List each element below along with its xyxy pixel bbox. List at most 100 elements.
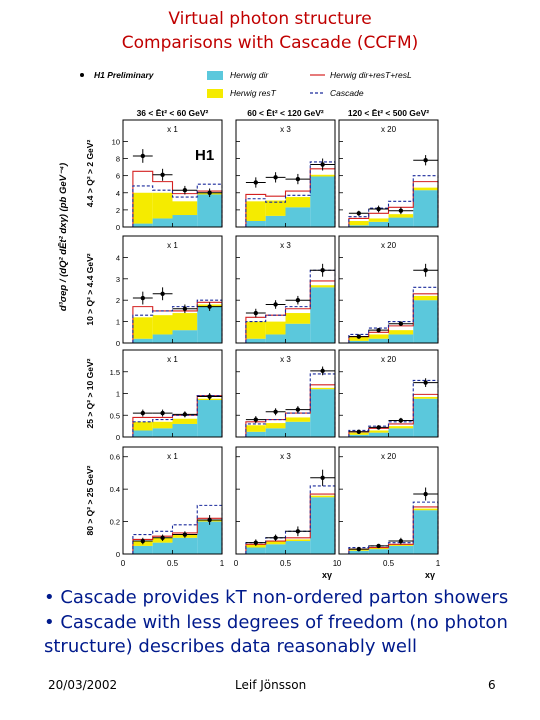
bar-herwig-dir (132, 223, 153, 227)
bar-herwig-rest (368, 547, 389, 550)
bar-herwig-dir (152, 542, 173, 554)
row-label-q2-bin: 80 > Q² > 25 GeV² (85, 465, 95, 535)
data-point (160, 535, 165, 540)
column-header-et2-bin: 36 < Ēt² < 60 GeV² (137, 108, 209, 118)
bar-herwig-dir (368, 549, 389, 554)
bar-herwig-rest (172, 313, 198, 331)
bar-herwig-rest (245, 425, 266, 432)
data-point (207, 304, 212, 309)
bar-herwig-rest (388, 544, 414, 546)
data-point (273, 302, 278, 307)
y-tick-label: 6 (116, 172, 120, 181)
bar-herwig-dir (245, 431, 266, 437)
bar-herwig-rest (285, 539, 311, 542)
y-tick-label: 1 (116, 390, 120, 399)
bar-herwig-dir (310, 287, 335, 343)
bar-herwig-dir (388, 545, 414, 554)
y-tick-label: 0 (116, 433, 120, 442)
panel-q2-0-et2-2: x 20 (338, 119, 439, 228)
line-cascade (245, 269, 336, 343)
line-cascade (132, 504, 223, 554)
y-tick-label: 0.6 (110, 453, 120, 462)
bar-herwig-rest (310, 495, 335, 498)
data-point (253, 310, 258, 316)
bar-herwig-dir (132, 545, 153, 554)
bar-herwig-rest (413, 295, 438, 301)
bar-herwig-rest (388, 214, 414, 218)
bar-herwig-dir (197, 194, 222, 227)
data-point (140, 410, 145, 416)
y-tick-label: 2 (116, 206, 120, 215)
data-point (356, 546, 361, 552)
y-tick-label: 0.5 (110, 411, 120, 420)
y-tick-label: 0 (116, 550, 120, 559)
column-header-et2-bin: 60 < Ēt² < 120 GeV² (247, 108, 324, 118)
bar-herwig-dir (245, 547, 266, 554)
x-tick-label: 0.5 (280, 559, 292, 568)
bar-herwig-rest (413, 187, 438, 191)
bar-herwig-rest (368, 430, 389, 433)
bar-herwig-dir (265, 334, 286, 343)
bar-herwig-dir (413, 510, 438, 554)
bar-herwig-rest (172, 201, 198, 216)
data-point (207, 190, 212, 195)
footer-author: Leif Jönsson (235, 678, 307, 692)
x-tick-label: 1 (436, 559, 441, 568)
y-tick-label: 2 (116, 296, 120, 305)
bar-herwig-dir (348, 550, 369, 554)
data-point (398, 418, 404, 423)
bar-herwig-dir (172, 330, 198, 343)
bar-herwig-dir (172, 537, 198, 554)
data-point (273, 535, 278, 540)
y-tick-label: 4 (116, 189, 120, 198)
y-tick-label: 1.5 (110, 368, 120, 377)
panel-scale-factor: x 1 (167, 125, 178, 134)
bar-herwig-rest (310, 174, 335, 177)
x-tick-label: 0.5 (167, 559, 179, 568)
bar-herwig-rest (348, 221, 369, 226)
data-point (320, 268, 325, 273)
data-point (356, 429, 361, 434)
data-point (207, 517, 212, 523)
x-axis-label: xγ (425, 570, 435, 580)
bar-herwig-dir (368, 338, 389, 343)
panel-q2-2-et2-1: x 3 (235, 349, 336, 438)
bar-herwig-dir (413, 190, 438, 227)
data-point (356, 334, 361, 339)
bullet-cascade-freedom: • Cascade with less degrees of freedom (… (44, 612, 508, 657)
legend-swatch-herwig-rest (207, 89, 223, 98)
bar-herwig-rest (368, 334, 389, 339)
data-point (253, 180, 258, 185)
y-axis-label: d³σep / (dQ² dĒt² dxγ) (pb GeV⁻⁴) (58, 163, 69, 311)
data-point (356, 211, 361, 216)
panel-scale-factor: x 1 (167, 241, 178, 250)
y-tick-label: 0.4 (110, 485, 120, 494)
panel-scale-factor: x 20 (381, 452, 397, 461)
bar-herwig-rest (152, 421, 173, 429)
bar-herwig-dir (245, 338, 266, 343)
bullet-cascade-kt: • Cascade provides kT non-ordered parton… (44, 587, 509, 608)
bar-herwig-dir (348, 225, 369, 227)
legend-label-herwig-total: Herwig dir+resT+resL (330, 70, 412, 80)
y-tick-label: 3 (116, 275, 120, 284)
data-point (273, 409, 278, 414)
panel-q2-1-et2-1: x 3 (235, 235, 336, 344)
bar-herwig-rest (413, 508, 438, 511)
panel-scale-factor: x 3 (280, 355, 291, 364)
bar-herwig-rest (152, 192, 173, 219)
bar-herwig-dir (152, 334, 173, 343)
bar-herwig-rest (310, 387, 335, 390)
data-point (160, 410, 165, 416)
bar-herwig-dir (388, 217, 414, 227)
y-tick-label: 0 (116, 223, 120, 232)
bar-herwig-dir (132, 430, 153, 437)
y-tick-label: 0.2 (110, 518, 120, 527)
bar-herwig-rest (285, 417, 311, 422)
x-tick-label: 0 (121, 559, 126, 568)
bar-herwig-dir (152, 218, 173, 227)
panel-scale-factor: x 3 (280, 125, 291, 134)
data-point (320, 368, 325, 374)
footer-date: 20/03/2002 (48, 678, 118, 692)
bar-herwig-rest (132, 192, 153, 224)
data-point (423, 268, 428, 273)
